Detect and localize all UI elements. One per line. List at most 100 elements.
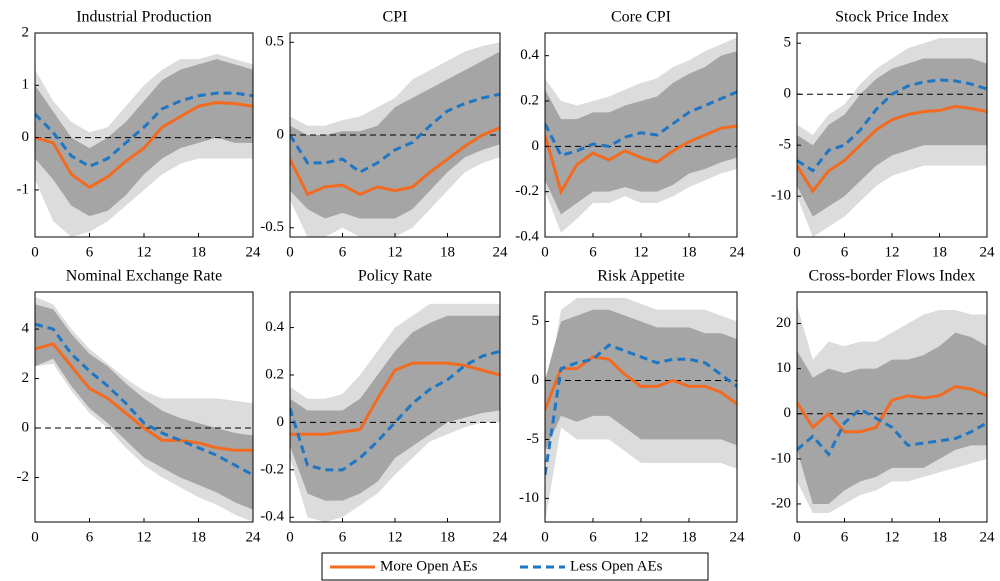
panel-title: Stock Price Index [835, 9, 949, 26]
y-tick-label: 2 [22, 370, 30, 386]
x-tick-label: 18 [440, 529, 455, 545]
x-tick-label: 6 [339, 244, 347, 260]
y-tick-label: -5 [779, 137, 792, 153]
y-tick-label: -1 [17, 181, 30, 197]
x-tick-label: 6 [841, 244, 849, 260]
y-tick-label: 0 [784, 86, 792, 102]
legend-label: Less Open AEs [570, 558, 663, 574]
y-tick-label: 0.2 [520, 92, 539, 108]
impulse-line [545, 124, 737, 196]
y-tick-label: 0 [784, 405, 792, 421]
x-tick-label: 12 [885, 244, 900, 260]
y-tick-label: -0.2 [515, 183, 539, 199]
x-tick-label: 24 [730, 529, 746, 545]
y-tick-label: -20 [771, 495, 791, 511]
confidence-band [35, 304, 253, 510]
impulse-line [290, 92, 500, 174]
y-tick-label: -0.4 [515, 228, 539, 244]
x-tick-label: 24 [730, 244, 746, 260]
x-tick-label: 24 [980, 244, 996, 260]
legend-box [321, 552, 709, 581]
x-tick-label: 6 [86, 244, 94, 260]
x-tick-label: 18 [682, 529, 697, 545]
x-tick-label: 0 [31, 244, 39, 260]
y-tick-label: 5 [532, 313, 540, 329]
x-tick-label: 12 [634, 529, 649, 545]
impulse-line [797, 385, 987, 434]
y-tick-label: 0 [277, 126, 285, 142]
x-tick-label: 0 [793, 244, 801, 260]
x-tick-label: 0 [793, 529, 801, 545]
y-tick-label: 0.4 [520, 47, 539, 63]
confidence-band [797, 332, 987, 504]
y-tick-label: 0 [22, 129, 30, 145]
x-tick-label: 18 [440, 244, 455, 260]
y-tick-label: 0.2 [265, 366, 284, 382]
x-tick-label: 6 [841, 529, 849, 545]
y-tick-label: 2 [22, 24, 30, 40]
impulse-line [545, 90, 737, 158]
panel-title: Cross-border Flows Index [808, 268, 975, 285]
y-tick-label: -0.4 [260, 509, 284, 525]
x-tick-label: 24 [980, 529, 996, 545]
x-tick-label: 24 [493, 529, 509, 545]
impulse-line [290, 361, 500, 436]
y-tick-label: 0.4 [265, 319, 284, 335]
x-tick-label: 0 [286, 529, 294, 545]
x-tick-label: 0 [286, 244, 294, 260]
panel-title: Core CPI [611, 9, 671, 26]
impulse-line [35, 322, 253, 477]
panel-title: Nominal Exchange Rate [66, 268, 222, 285]
panel-title: Policy Rate [358, 268, 432, 285]
x-tick-label: 6 [589, 244, 597, 260]
panel-title: Risk Appetite [597, 268, 685, 285]
x-tick-label: 12 [388, 529, 403, 545]
x-tick-label: 24 [246, 244, 262, 260]
impulse-line [545, 355, 737, 411]
y-tick-label: -0.5 [260, 219, 284, 235]
x-tick-label: 18 [932, 529, 947, 545]
x-tick-label: 12 [634, 244, 649, 260]
y-tick-label: -5 [527, 431, 540, 447]
y-tick-label: 0 [22, 419, 30, 435]
y-tick-label: -0.2 [260, 461, 284, 477]
x-tick-label: 6 [589, 529, 597, 545]
x-tick-label: 6 [339, 529, 347, 545]
y-tick-label: 4 [22, 321, 30, 337]
panel-title: Industrial Production [76, 9, 212, 26]
y-tick-label: -10 [771, 450, 791, 466]
y-tick-label: 0.5 [265, 34, 284, 50]
x-tick-label: 0 [541, 244, 549, 260]
x-tick-label: 24 [493, 244, 509, 260]
x-tick-label: 6 [86, 529, 94, 545]
x-tick-label: 18 [682, 244, 697, 260]
x-tick-label: 0 [31, 529, 39, 545]
confidence-band [35, 59, 253, 217]
y-tick-label: -2 [17, 469, 30, 485]
y-tick-label: 0 [277, 414, 285, 430]
x-tick-label: 12 [388, 244, 403, 260]
y-tick-label: -10 [771, 188, 791, 204]
impulse-line [797, 78, 987, 173]
y-tick-label: 10 [776, 360, 791, 376]
impulse-line [35, 342, 253, 452]
confidence-band [797, 58, 987, 217]
x-tick-label: 18 [932, 244, 947, 260]
x-tick-label: 12 [137, 529, 152, 545]
impulse-line [35, 91, 253, 169]
impulse-line [797, 104, 987, 194]
y-tick-label: -10 [519, 490, 539, 506]
impulse-line [290, 126, 500, 197]
panel-title: CPI [383, 9, 408, 26]
impulse-line [35, 101, 253, 190]
x-tick-label: 24 [246, 529, 262, 545]
y-tick-label: 0 [532, 372, 540, 388]
y-tick-label: 0 [532, 138, 540, 154]
x-tick-label: 12 [137, 244, 152, 260]
impulse-line [797, 407, 987, 458]
x-tick-label: 0 [541, 529, 549, 545]
legend-label: More Open AEs [380, 558, 478, 574]
x-tick-label: 18 [191, 244, 206, 260]
